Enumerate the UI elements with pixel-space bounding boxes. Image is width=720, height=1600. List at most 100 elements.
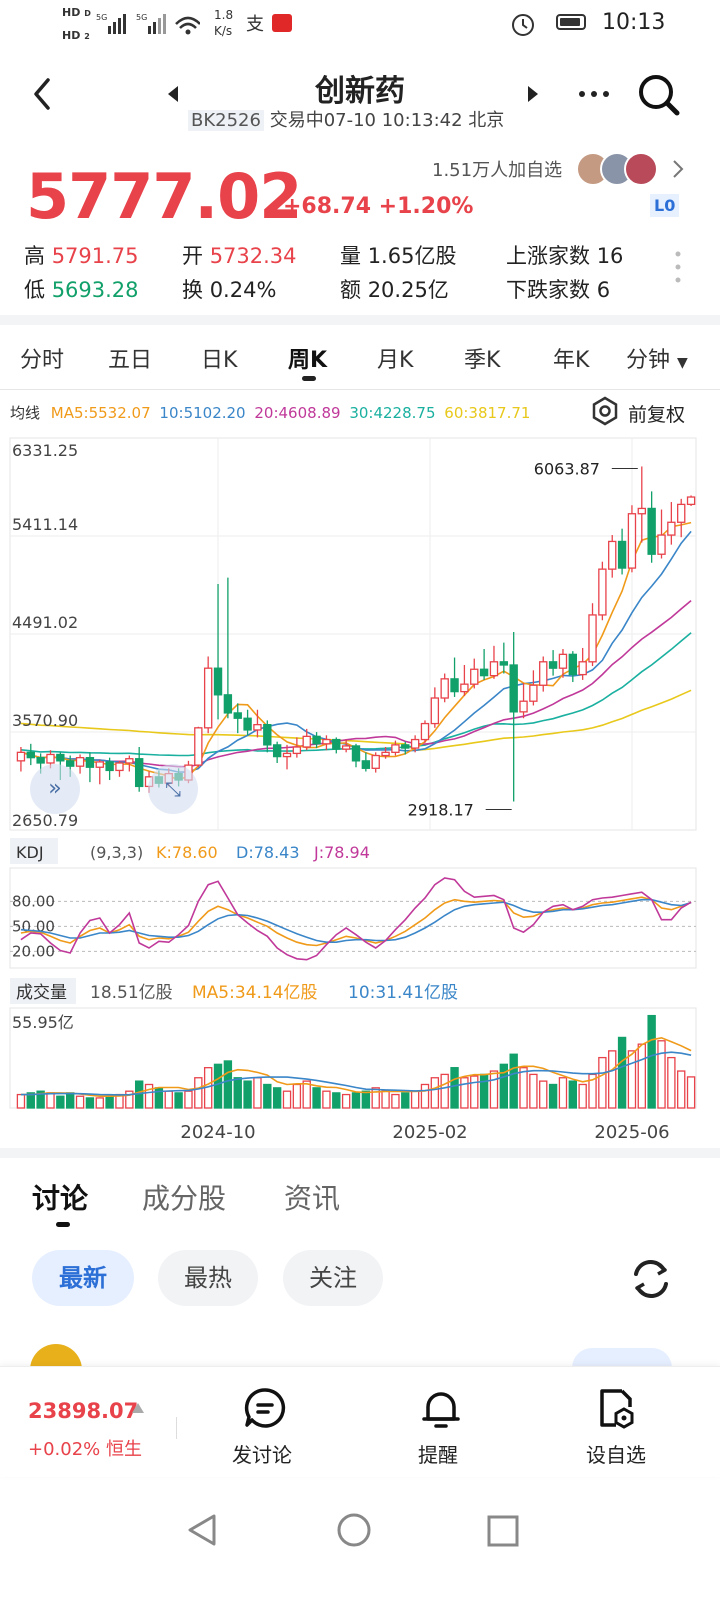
footer-bar: 23898.07 +0.02% 恒生 发讨论 提醒 设自选 xyxy=(0,1366,720,1477)
tab-monthly-k[interactable]: 月K xyxy=(377,348,414,373)
tab-quarterly-k[interactable]: 季K xyxy=(464,348,501,373)
tab-five-day[interactable]: 五日 xyxy=(108,348,153,373)
more-icon[interactable] xyxy=(576,82,612,106)
candle-body xyxy=(558,653,568,669)
kdj-j-value: J:78.94 xyxy=(313,843,370,862)
volume-bar xyxy=(46,1092,55,1109)
nav-recents-icon[interactable] xyxy=(486,1514,520,1548)
volume-bar xyxy=(66,1092,75,1109)
candle-body xyxy=(686,496,696,506)
candle-body xyxy=(617,540,627,569)
price-tick-label: 6331.25 xyxy=(12,441,78,460)
filter-latest[interactable]: 最新 xyxy=(32,1250,134,1306)
candle-body xyxy=(401,744,410,749)
kdj-tick-label: 80.00 xyxy=(12,892,55,910)
volume-bar xyxy=(213,1063,223,1109)
candle-body xyxy=(46,753,55,764)
candle-body xyxy=(16,751,26,762)
kline-chart[interactable]: 6331.25 5411.14 4491.02 3570.90 2650.79 6063.… xyxy=(0,430,720,1150)
volume-bar xyxy=(184,1090,193,1109)
bell-icon[interactable] xyxy=(420,1387,462,1431)
volume-bar xyxy=(637,1043,646,1109)
back-arrow-icon[interactable] xyxy=(24,74,64,114)
volume-bar xyxy=(95,1097,104,1109)
tab-minute[interactable]: 分钟 ▼ xyxy=(626,348,688,373)
candle-body xyxy=(598,568,607,616)
divider xyxy=(176,1417,177,1439)
prev-stock-arrow-icon[interactable] xyxy=(168,86,178,102)
more-stats-icon[interactable] xyxy=(672,248,684,288)
settings-gear-icon[interactable] xyxy=(590,396,620,426)
candle-body xyxy=(519,700,528,713)
kdj-label-bg xyxy=(10,838,58,864)
system-nav-bar xyxy=(0,1488,720,1600)
volume-bar xyxy=(312,1087,321,1109)
price-tick-label: 3570.90 xyxy=(12,711,78,730)
volume-bar xyxy=(529,1073,538,1109)
up-triangle-icon xyxy=(132,1403,144,1413)
volume-bar xyxy=(450,1067,459,1109)
chevron-right-icon[interactable] xyxy=(670,158,686,180)
level-badge: L0 xyxy=(650,194,680,217)
nav-home-icon[interactable] xyxy=(336,1512,372,1548)
kdj-d-value: D:78.43 xyxy=(236,843,300,862)
volume-bar xyxy=(272,1087,282,1109)
tab-daily-k[interactable]: 日K xyxy=(201,348,238,373)
alert-button[interactable]: 提醒 xyxy=(418,1443,458,1467)
tab-weekly-k[interactable]: 周K xyxy=(288,348,328,373)
candle-body xyxy=(450,678,459,693)
volume-bar xyxy=(401,1092,410,1109)
candle-body xyxy=(667,521,676,536)
tab-news[interactable]: 资讯 xyxy=(284,1182,341,1215)
volume-bar xyxy=(361,1090,371,1109)
candle-body xyxy=(85,757,95,768)
svg-text:5G: 5G xyxy=(136,13,147,22)
tab-intraday[interactable]: 分时 xyxy=(20,348,65,373)
stat-down-count: 下跌家数 6 xyxy=(506,278,611,302)
volume-bar xyxy=(263,1083,272,1109)
tab-discuss[interactable]: 讨论 xyxy=(32,1182,89,1215)
price-axis-labels: 6331.25 5411.14 4491.02 3570.90 2650.79 6063.… xyxy=(12,441,638,830)
candle-body xyxy=(115,762,124,772)
watchers-count[interactable]: 1.51万人加自选 xyxy=(432,160,563,181)
candle-body xyxy=(341,745,351,750)
candle-body xyxy=(56,753,65,762)
tab-yearly-k[interactable]: 年K xyxy=(553,348,590,373)
filter-hot[interactable]: 最热 xyxy=(158,1250,258,1306)
refresh-icon[interactable] xyxy=(628,1256,674,1302)
nav-back-icon[interactable] xyxy=(184,1512,220,1548)
add-watchlist-icon[interactable] xyxy=(596,1387,638,1431)
search-icon[interactable] xyxy=(636,72,682,118)
volume-bar xyxy=(381,1090,390,1109)
volume-bar xyxy=(302,1080,311,1109)
candle-body xyxy=(26,751,35,759)
add-watchlist-button[interactable]: 设自选 xyxy=(586,1443,646,1467)
volume-bar xyxy=(341,1093,351,1109)
adjust-mode-button[interactable]: 前复权 xyxy=(628,404,686,426)
kdj-d-line xyxy=(20,898,692,943)
discuss-icon[interactable] xyxy=(244,1387,286,1429)
volume-bar xyxy=(410,1090,420,1109)
volume-bar xyxy=(539,1080,548,1109)
volume-bar xyxy=(75,1095,85,1109)
index-value[interactable]: 23898.07 xyxy=(28,1399,139,1423)
candle-body xyxy=(95,761,104,768)
fullscreen-button[interactable]: ⤡ xyxy=(148,764,198,814)
volume-bar xyxy=(105,1095,114,1109)
volume-bar xyxy=(223,1060,233,1109)
filter-follow[interactable]: 关注 xyxy=(283,1250,383,1306)
candle-body xyxy=(36,757,45,764)
high-marker-label: 6063.87 xyxy=(534,459,600,478)
post-discussion-button[interactable]: 发讨论 xyxy=(232,1443,292,1467)
next-stock-arrow-icon[interactable] xyxy=(528,86,538,102)
watcher-avatars[interactable] xyxy=(576,152,660,186)
candle-body xyxy=(75,757,85,767)
candle-body xyxy=(420,722,430,741)
candle-body xyxy=(322,738,331,745)
tab-components[interactable]: 成分股 xyxy=(142,1182,227,1215)
expand-chart-button[interactable]: » xyxy=(30,764,80,814)
volume-ma5: MA5:34.14亿股 xyxy=(192,983,318,1003)
candle-body xyxy=(410,738,420,749)
volume-bar xyxy=(558,1077,568,1109)
status-network-icons: HD D HD 2 xyxy=(62,6,91,42)
